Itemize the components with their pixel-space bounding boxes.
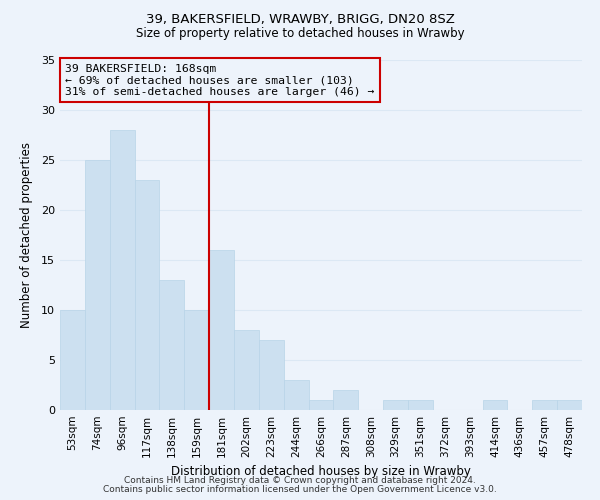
Bar <box>85 160 110 410</box>
Bar <box>259 340 284 410</box>
Text: Contains public sector information licensed under the Open Government Licence v3: Contains public sector information licen… <box>103 485 497 494</box>
Bar <box>60 310 85 410</box>
Bar <box>184 310 209 410</box>
Bar <box>557 400 582 410</box>
Text: 39 BAKERSFIELD: 168sqm
← 69% of detached houses are smaller (103)
31% of semi-de: 39 BAKERSFIELD: 168sqm ← 69% of detached… <box>65 64 374 96</box>
Y-axis label: Number of detached properties: Number of detached properties <box>20 142 32 328</box>
Bar <box>134 180 160 410</box>
Bar <box>383 400 408 410</box>
Text: Size of property relative to detached houses in Wrawby: Size of property relative to detached ho… <box>136 28 464 40</box>
Bar <box>284 380 308 410</box>
Bar <box>209 250 234 410</box>
Bar <box>334 390 358 410</box>
Bar <box>308 400 334 410</box>
Bar <box>110 130 134 410</box>
Text: Contains HM Land Registry data © Crown copyright and database right 2024.: Contains HM Land Registry data © Crown c… <box>124 476 476 485</box>
Bar <box>234 330 259 410</box>
Bar <box>408 400 433 410</box>
Text: 39, BAKERSFIELD, WRAWBY, BRIGG, DN20 8SZ: 39, BAKERSFIELD, WRAWBY, BRIGG, DN20 8SZ <box>146 12 454 26</box>
X-axis label: Distribution of detached houses by size in Wrawby: Distribution of detached houses by size … <box>171 466 471 478</box>
Bar <box>482 400 508 410</box>
Bar <box>160 280 184 410</box>
Bar <box>532 400 557 410</box>
